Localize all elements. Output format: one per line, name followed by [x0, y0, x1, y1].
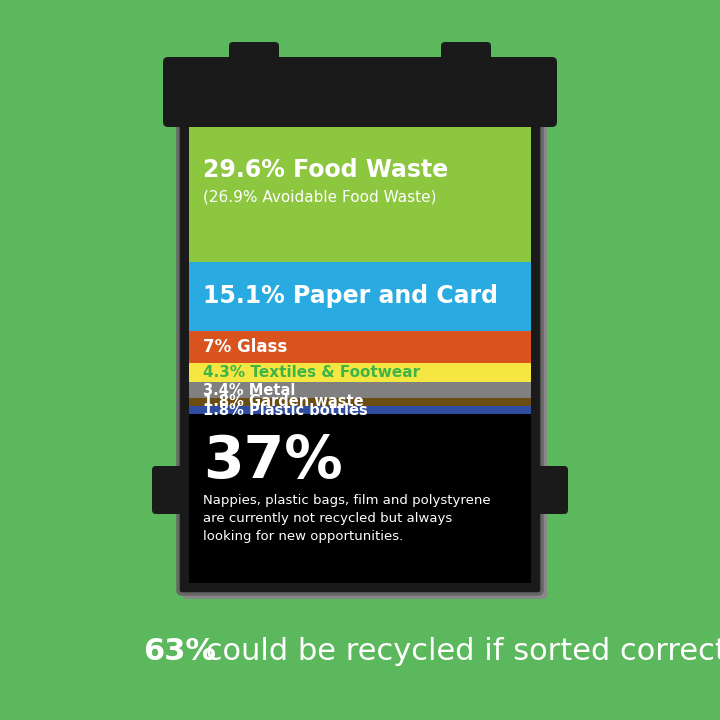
- Text: 1.8% Garden waste: 1.8% Garden waste: [203, 395, 364, 410]
- FancyBboxPatch shape: [229, 42, 279, 70]
- Text: could be recycled if sorted correctly: could be recycled if sorted correctly: [196, 637, 720, 667]
- Bar: [189, 363, 531, 382]
- Bar: [189, 382, 531, 398]
- FancyBboxPatch shape: [163, 57, 557, 127]
- Bar: [189, 262, 531, 330]
- FancyBboxPatch shape: [536, 466, 568, 514]
- Bar: [189, 414, 531, 583]
- FancyBboxPatch shape: [152, 466, 184, 514]
- Text: 1.8% Plastic bottles: 1.8% Plastic bottles: [203, 402, 368, 418]
- Text: 63%: 63%: [143, 637, 216, 667]
- Text: 37%: 37%: [203, 433, 343, 490]
- Text: 7% Glass: 7% Glass: [203, 338, 287, 356]
- Text: Nappies, plastic bags, film and polystyrene
are currently not recycled but alway: Nappies, plastic bags, film and polystyr…: [203, 495, 490, 544]
- Text: 3.4% Metal: 3.4% Metal: [203, 382, 295, 397]
- Bar: [189, 398, 531, 406]
- Bar: [189, 406, 531, 414]
- Text: 15.1% Paper and Card: 15.1% Paper and Card: [203, 284, 498, 308]
- Text: 29.6% Food Waste: 29.6% Food Waste: [203, 158, 449, 182]
- Text: 4.3% Textiles & Footwear: 4.3% Textiles & Footwear: [203, 365, 420, 380]
- FancyBboxPatch shape: [178, 116, 542, 594]
- FancyBboxPatch shape: [183, 121, 547, 599]
- Text: (26.9% Avoidable Food Waste): (26.9% Avoidable Food Waste): [203, 189, 436, 204]
- Bar: [189, 127, 531, 262]
- Bar: [189, 330, 531, 363]
- FancyBboxPatch shape: [441, 42, 491, 70]
